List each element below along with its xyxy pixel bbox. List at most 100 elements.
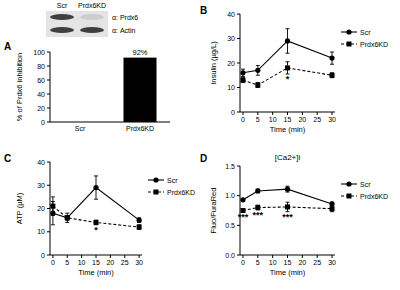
point <box>330 73 335 78</box>
x-tick-label: 20 <box>106 259 114 266</box>
point <box>65 215 70 220</box>
x-tick <box>332 112 333 115</box>
x-tick-label: 20 <box>298 116 306 123</box>
y-tick <box>47 255 50 256</box>
y-tick-label: 0.0 <box>225 252 235 259</box>
x-tick <box>67 255 68 258</box>
legend-label: Scr <box>360 181 371 188</box>
x-tick <box>124 255 125 258</box>
annotation: *** <box>282 212 293 222</box>
x-axis-label: Time (min) <box>78 268 114 277</box>
error-bar <box>286 29 290 54</box>
point <box>329 56 334 61</box>
data-label: 92% <box>132 48 147 57</box>
x-tick-label: 30 <box>328 116 336 123</box>
y-axis <box>50 52 51 122</box>
legend-label: Prdx6KD <box>360 41 388 48</box>
x-tick <box>110 255 111 258</box>
error-bar <box>137 225 141 230</box>
error-bar <box>241 69 245 76</box>
y-tick-label: 40 <box>37 91 45 98</box>
y-axis-label: Fluo/FuraRed <box>209 188 218 234</box>
x-axis-label: Time (min) <box>270 268 306 277</box>
x-tick-label: 25 <box>121 259 129 266</box>
point <box>285 65 290 70</box>
error-bar <box>65 215 69 220</box>
y-tick <box>237 87 240 88</box>
y-tick-label: 1.5 <box>225 163 235 170</box>
point <box>50 204 55 209</box>
annotation: * <box>286 74 290 84</box>
error-bar <box>241 78 245 83</box>
y-tick <box>47 185 50 186</box>
x-tick <box>317 112 318 115</box>
blot-row-label: α: Actin <box>112 27 136 34</box>
y-tick <box>237 255 240 256</box>
y-tick <box>47 94 50 95</box>
y-axis-label: ATP (µM) <box>15 192 24 224</box>
point <box>285 204 290 209</box>
x-tick-label: 10 <box>78 259 86 266</box>
x-tick <box>332 255 333 258</box>
blot-band <box>50 27 74 33</box>
legend-marker <box>346 29 351 34</box>
blot-band <box>80 14 104 20</box>
x-tick-label: 0 <box>241 116 245 123</box>
x-tick-label: 0 <box>51 259 55 266</box>
plot-marks <box>240 29 334 88</box>
y-tick <box>237 14 240 15</box>
legend-label: Prdx6KD <box>360 193 388 200</box>
y-tick-label: 80 <box>37 63 45 70</box>
x-tick-label: 15 <box>284 259 292 266</box>
point <box>255 188 260 193</box>
point <box>330 206 335 211</box>
point <box>240 70 245 75</box>
point <box>255 68 260 73</box>
x-tick-label: Scr <box>75 125 86 132</box>
y-tick-label: 0 <box>231 109 235 116</box>
x-tick <box>96 255 97 258</box>
error-bar <box>286 202 290 211</box>
legend-label: Scr <box>360 29 371 36</box>
plot-marks <box>50 176 141 230</box>
x-tick <box>242 255 243 258</box>
x-tick-label: 5 <box>65 259 69 266</box>
point <box>65 215 70 220</box>
point <box>137 218 142 223</box>
x-tick-label: 25 <box>313 116 321 123</box>
point <box>137 225 142 230</box>
annotation: *** <box>238 212 249 222</box>
error-bar <box>65 213 69 222</box>
y-tick <box>47 52 50 53</box>
error-bar <box>256 65 260 75</box>
error-bar <box>330 52 334 64</box>
plot-marks <box>124 58 157 122</box>
error-bar <box>51 197 55 216</box>
y-tick-label: 0 <box>41 119 45 126</box>
x-tick-label: 5 <box>256 259 260 266</box>
legend-marker <box>347 42 352 47</box>
y-tick-label: 30 <box>37 182 45 189</box>
y-axis-label: Insulin (µg/L) <box>209 41 218 85</box>
y-tick-label: 0 <box>41 252 45 259</box>
x-tick-label: 30 <box>328 259 336 266</box>
error-bar <box>286 62 290 74</box>
blot-background <box>46 11 108 37</box>
error-bar <box>286 186 290 192</box>
x-tick-label: 5 <box>256 116 260 123</box>
y-tick-label: 60 <box>37 77 45 84</box>
x-tick-label: Prdx6KD <box>126 125 154 132</box>
y-tick <box>47 108 50 109</box>
error-bar <box>256 83 260 88</box>
x-tick-label: 10 <box>269 116 277 123</box>
x-tick <box>302 255 303 258</box>
x-tick-label: 25 <box>313 259 321 266</box>
x-tick <box>302 112 303 115</box>
blot-lane-label: Scr <box>57 2 68 9</box>
y-tick <box>237 63 240 64</box>
x-tick <box>287 112 288 115</box>
x-axis-label: Time (min) <box>270 125 306 134</box>
y-tick <box>47 80 50 81</box>
panel-letter: C <box>4 153 11 164</box>
error-bar <box>137 218 141 223</box>
